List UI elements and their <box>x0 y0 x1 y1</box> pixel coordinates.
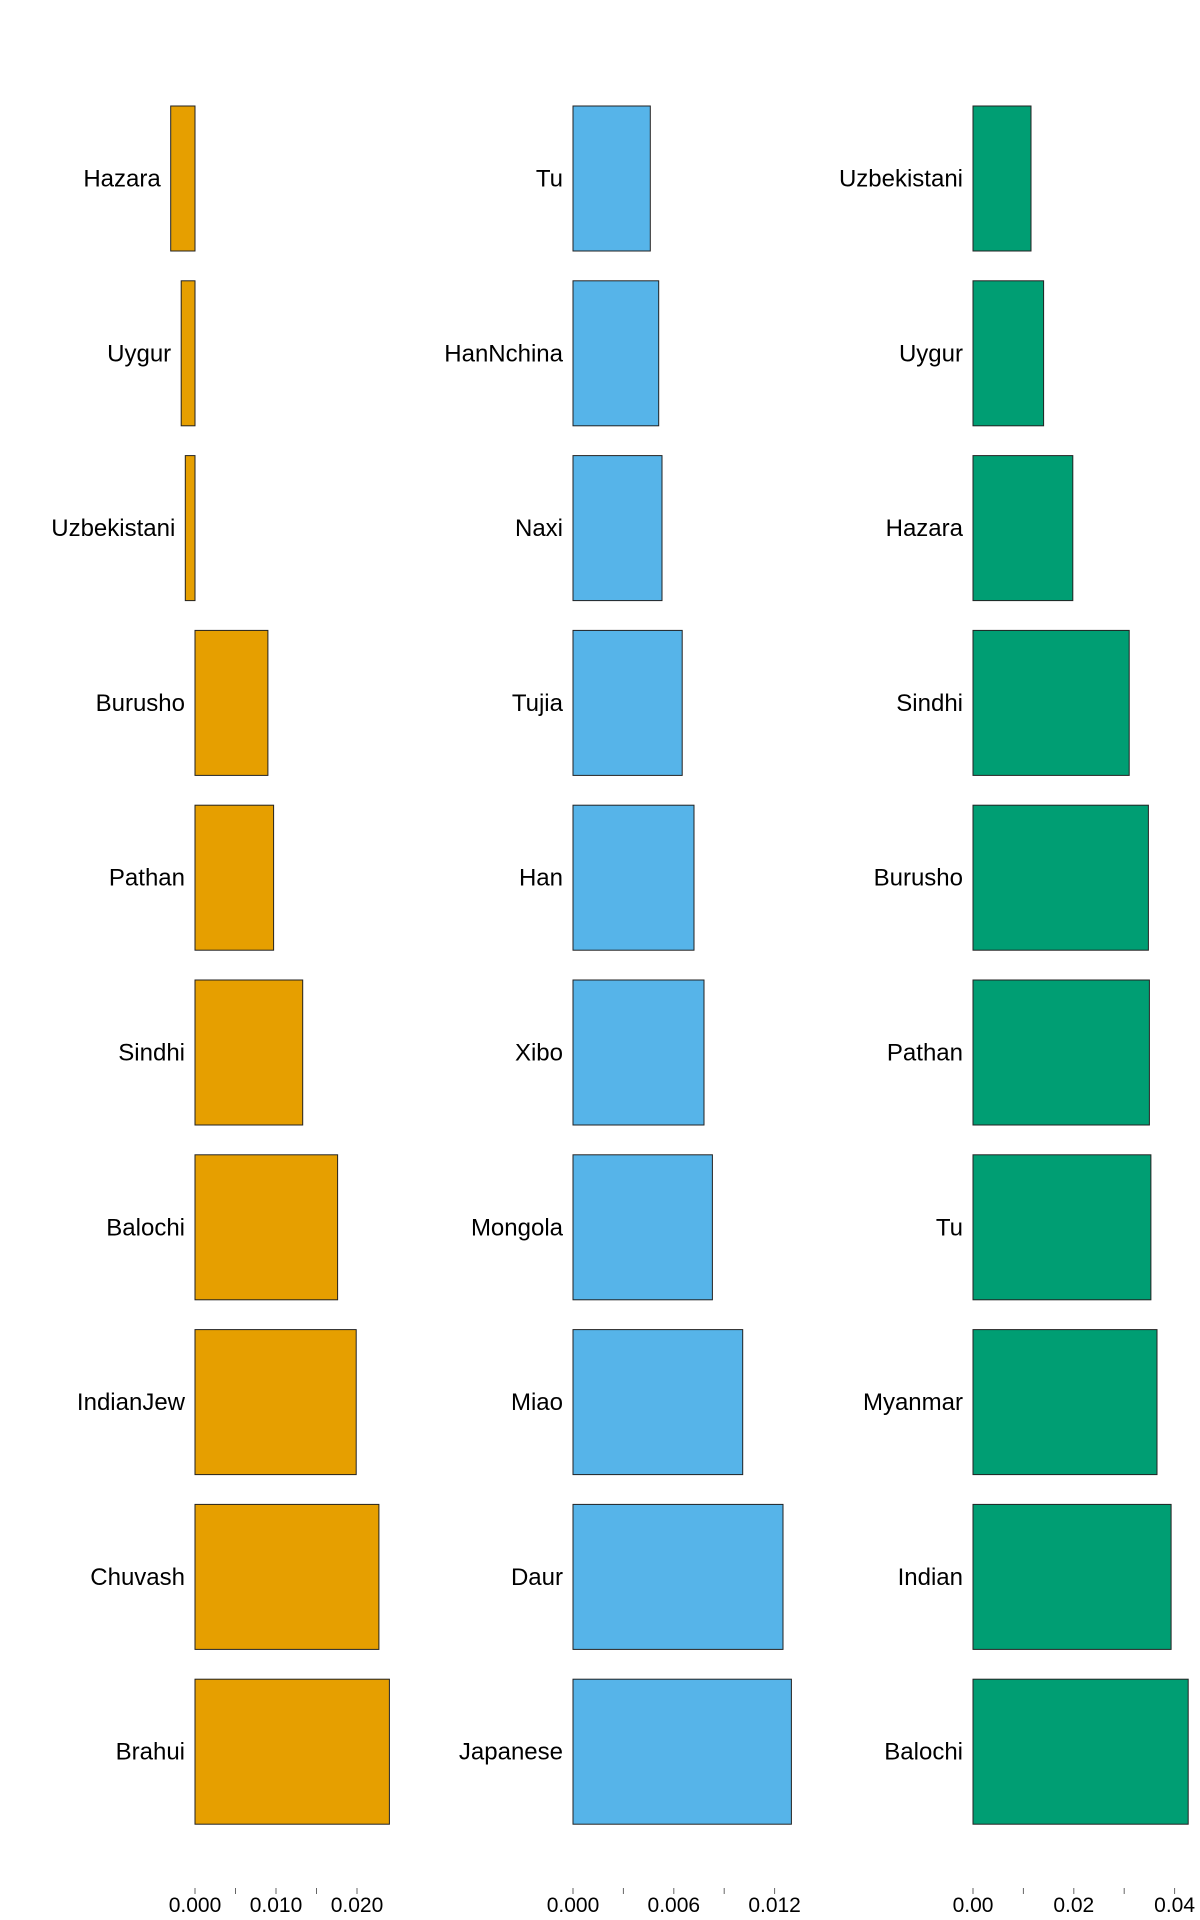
x-tick-label: 0.010 <box>250 1894 303 1917</box>
bar-tu <box>572 105 651 252</box>
bar-mongola <box>572 1154 713 1301</box>
bar-pathan <box>194 804 275 951</box>
category-label: Japanese <box>459 1739 563 1766</box>
category-label: Burusho <box>96 690 185 717</box>
bar-burusho <box>194 629 269 776</box>
category-label: Brahui <box>116 1739 185 1766</box>
category-label: Miao <box>511 1389 563 1416</box>
category-label: Burusho <box>874 865 963 892</box>
bar-xibo <box>572 979 705 1126</box>
category-label: Uygur <box>107 340 171 367</box>
category-label: Xibo <box>515 1040 563 1067</box>
x-tick-label: 0.020 <box>331 1894 384 1917</box>
category-label: Mongola <box>471 1214 564 1241</box>
bar-sindhi <box>972 629 1130 776</box>
category-label: Sindhi <box>118 1040 185 1067</box>
chart-panel-2: Tu HanNchina Naxi Tujia Han Xibo Mongola Miao Da… <box>444 105 801 1917</box>
bar-burusho <box>972 804 1149 951</box>
x-tick-label: 0.006 <box>648 1894 701 1917</box>
x-tick-label: 0.000 <box>547 1894 600 1917</box>
x-tick-label: 0.02 <box>1053 1894 1094 1917</box>
category-label: Balochi <box>884 1739 963 1766</box>
category-label: Hazara <box>83 166 161 193</box>
bar-hazara <box>972 455 1074 602</box>
category-label: Tujia <box>512 690 564 717</box>
category-label: Uzbekistani <box>51 515 175 542</box>
bar-tu <box>972 1154 1152 1301</box>
category-label: Han <box>519 865 563 892</box>
bar-han <box>572 804 695 951</box>
category-label: Balochi <box>106 1214 185 1241</box>
category-label: Tu <box>936 1214 963 1241</box>
category-label: Naxi <box>515 515 563 542</box>
bar-uzbekistani <box>184 455 196 602</box>
category-label: Tu <box>536 166 563 193</box>
x-tick-label: 0.04 <box>1154 1894 1195 1917</box>
bar-balochi <box>972 1678 1189 1825</box>
chart-panel-3: Uzbekistani Uygur Hazara Sindhi Burusho Patha… <box>839 105 1195 1917</box>
bar-chuvash <box>194 1503 380 1650</box>
category-label: Sindhi <box>896 690 963 717</box>
bar-daur <box>572 1503 784 1650</box>
x-tick-label: 0.012 <box>748 1894 801 1917</box>
bar-indianjew <box>194 1329 357 1476</box>
bar-miao <box>572 1329 744 1476</box>
bar-uzbekistani <box>972 105 1032 252</box>
bar-brahui <box>194 1678 390 1825</box>
bar-pathan <box>972 979 1150 1126</box>
category-label: Chuvash <box>90 1564 185 1591</box>
category-label: Pathan <box>887 1040 963 1067</box>
category-label: Uygur <box>899 340 963 367</box>
bar-sindhi <box>194 979 304 1126</box>
category-label: Daur <box>511 1564 563 1591</box>
bar-uygur <box>180 280 196 427</box>
bar-hazara <box>170 105 196 252</box>
chart-panel-1: Hazara Uygur Uzbekistani Burusho Pathan Sindh… <box>51 105 390 1917</box>
category-label: Pathan <box>109 865 185 892</box>
bar-japanese <box>572 1678 792 1825</box>
category-label: HanNchina <box>444 340 563 367</box>
bar-indian <box>972 1503 1172 1650</box>
category-label: Indian <box>898 1564 963 1591</box>
x-tick-label: 0.000 <box>169 1894 222 1917</box>
x-tick-label: 0.00 <box>953 1894 994 1917</box>
bar-balochi <box>194 1154 339 1301</box>
bar-myanmar <box>972 1329 1158 1476</box>
bar-hannchina <box>572 280 660 427</box>
bar-naxi <box>572 455 663 602</box>
category-label: Hazara <box>886 515 964 542</box>
bar-tujia <box>572 629 683 776</box>
category-label: Uzbekistani <box>839 166 963 193</box>
category-label: Myanmar <box>863 1389 963 1416</box>
category-label: IndianJew <box>77 1389 186 1416</box>
bar-uygur <box>972 280 1045 427</box>
